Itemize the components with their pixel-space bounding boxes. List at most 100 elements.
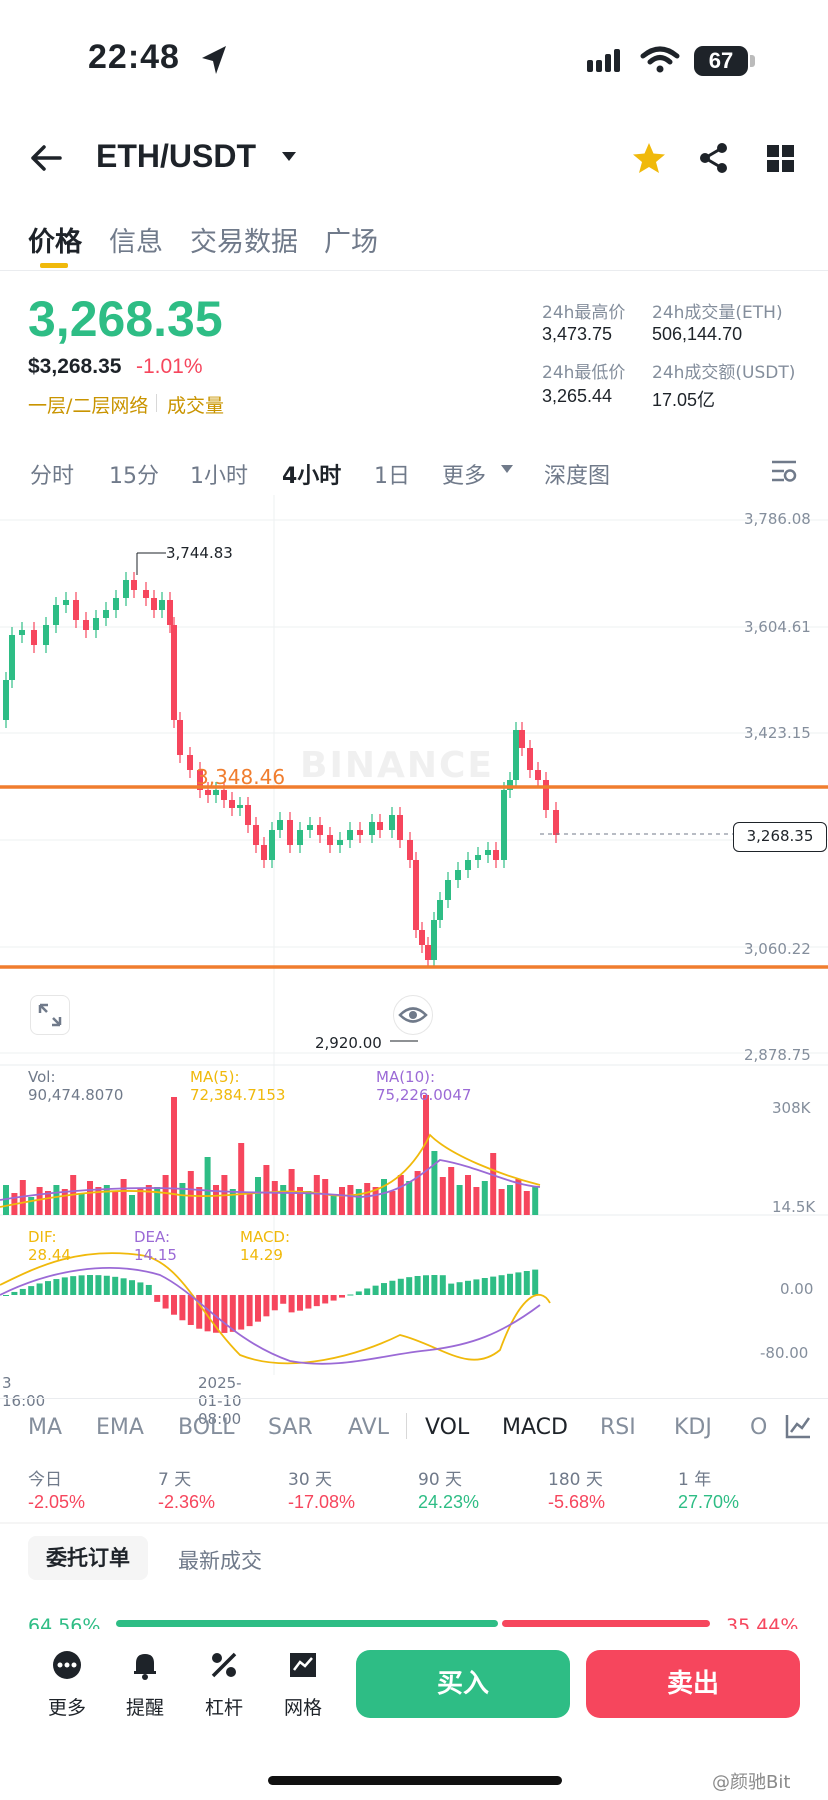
ind-sar[interactable]: SAR [268, 1415, 313, 1440]
candle-body [143, 590, 149, 598]
macd-histogram-bar [196, 1295, 203, 1329]
candle-body [43, 625, 49, 645]
ind-separator [406, 1413, 407, 1439]
tab-order-book[interactable]: 委托订单 [28, 1536, 148, 1580]
candle-body [73, 600, 79, 620]
volume-bar [120, 1179, 127, 1215]
chart-settings-icon[interactable] [770, 458, 798, 484]
candle-body [389, 815, 395, 830]
volume-bar [129, 1195, 135, 1215]
tf-more[interactable]: 更多 [442, 464, 487, 489]
ind-avl[interactable]: AVL [348, 1415, 389, 1440]
axis-price-2: 3,604.61 [744, 618, 811, 636]
macd-histogram-bar [532, 1269, 539, 1295]
candlestick-chart[interactable] [0, 495, 828, 1395]
tf-line[interactable]: 分时 [30, 464, 75, 489]
candle-body [237, 805, 243, 808]
nav-grid[interactable]: 网格 [268, 1650, 338, 1720]
volume-bar [36, 1187, 43, 1215]
nav-leverage[interactable]: 杠杆 [189, 1650, 259, 1720]
macd-histogram-bar [339, 1295, 345, 1298]
volume-bar [271, 1181, 278, 1215]
binance-watermark: BINANCE [300, 745, 494, 786]
macd-histogram-bar [372, 1285, 379, 1295]
volume-bar [45, 1191, 51, 1215]
volume-bar [162, 1175, 169, 1215]
macd-histogram-bar [255, 1295, 261, 1322]
battery-indicator: 67 [694, 46, 748, 76]
macd-histogram-bar [465, 1280, 471, 1295]
macd-histogram-bar [507, 1273, 513, 1295]
back-arrow-icon[interactable] [30, 144, 62, 172]
macd-histogram-bar [431, 1275, 438, 1295]
volume-bar [179, 1183, 186, 1215]
vol-label: Vol: 90,474.8070 [28, 1068, 124, 1104]
tf-depth[interactable]: 深度图 [544, 464, 611, 489]
buy-ratio-bar [116, 1620, 498, 1627]
tab-trading-data[interactable]: 交易数据 [190, 227, 298, 258]
macd-histogram-bar [120, 1278, 127, 1295]
vol-eth-value: 506,144.70 [652, 324, 743, 344]
candle-body [205, 790, 211, 795]
volume-bar [507, 1185, 513, 1215]
tf-4h[interactable]: 4小时 [282, 464, 342, 489]
grid-menu-icon[interactable] [766, 144, 796, 174]
nav-more[interactable]: 更多 [32, 1650, 102, 1720]
candle-body [431, 920, 437, 960]
pair-selector[interactable]: ETH/USDT [96, 138, 256, 174]
volume-bar [103, 1185, 110, 1215]
home-indicator [268, 1776, 562, 1785]
low-value: 3,265.44 [542, 386, 613, 406]
star-icon[interactable] [632, 142, 666, 174]
fullscreen-button[interactable] [30, 995, 70, 1035]
nav-leverage-label: 杠杆 [204, 1697, 243, 1719]
sell-button[interactable]: 卖出 [586, 1650, 800, 1718]
nav-alert[interactable]: 提醒 [110, 1650, 180, 1720]
candle-body [425, 945, 431, 960]
tf-1d[interactable]: 1日 [374, 464, 410, 489]
volume-bar [372, 1187, 379, 1215]
tab-info[interactable]: 信息 [109, 227, 163, 258]
perf-value: -2.36% [158, 1492, 216, 1512]
current-price-tag: 3,268.35 [733, 822, 827, 852]
axis-price-4: 3,060.22 [744, 940, 811, 958]
candles [3, 572, 559, 968]
chevron-down-icon[interactable] [280, 150, 298, 164]
ind-ema[interactable]: EMA [96, 1415, 144, 1440]
macd-histogram-bar [330, 1295, 337, 1301]
perf-label: 今日 [28, 1470, 62, 1490]
ind-kdj[interactable]: KDJ [674, 1415, 712, 1440]
time-left: 3 16:00 [2, 1374, 46, 1410]
tf-1h[interactable]: 1小时 [190, 464, 248, 489]
macd-histogram-bar [498, 1275, 505, 1295]
network-tag[interactable]: 一层/二层网络 [28, 395, 149, 417]
tab-latest-trades[interactable]: 最新成交 [178, 1549, 262, 1573]
volume-bar [246, 1193, 253, 1215]
indicator-settings-icon[interactable] [784, 1413, 812, 1439]
volume-bar [297, 1187, 303, 1215]
ind-rsi[interactable]: RSI [600, 1415, 636, 1440]
volume-bar [187, 1171, 194, 1215]
candle-body [465, 860, 471, 870]
share-icon[interactable] [698, 142, 730, 174]
tab-price[interactable]: 价格 [28, 227, 82, 258]
more-icon [53, 1651, 81, 1679]
tab-square[interactable]: 广场 [324, 227, 378, 258]
more-dropdown-icon[interactable] [500, 463, 514, 475]
macd-histogram-bar [171, 1295, 177, 1315]
candle-body [31, 630, 37, 645]
visibility-button[interactable] [393, 995, 433, 1035]
candle-body [53, 605, 59, 625]
macd-histogram-bar [439, 1275, 446, 1295]
macd-dif: DIF: 28.44 [28, 1228, 71, 1264]
volume-bar [95, 1187, 102, 1215]
ind-ma[interactable]: MA [28, 1415, 63, 1440]
macd-histogram-bar [305, 1295, 312, 1309]
ind-more[interactable]: O [750, 1415, 768, 1440]
tf-15m[interactable]: 15分 [109, 464, 159, 489]
ind-macd[interactable]: MACD [502, 1415, 568, 1440]
volume-tag[interactable]: 成交量 [167, 395, 225, 417]
ind-vol[interactable]: VOL [425, 1415, 470, 1440]
ind-boll[interactable]: BOLL [178, 1415, 235, 1440]
buy-button[interactable]: 买入 [356, 1650, 570, 1718]
